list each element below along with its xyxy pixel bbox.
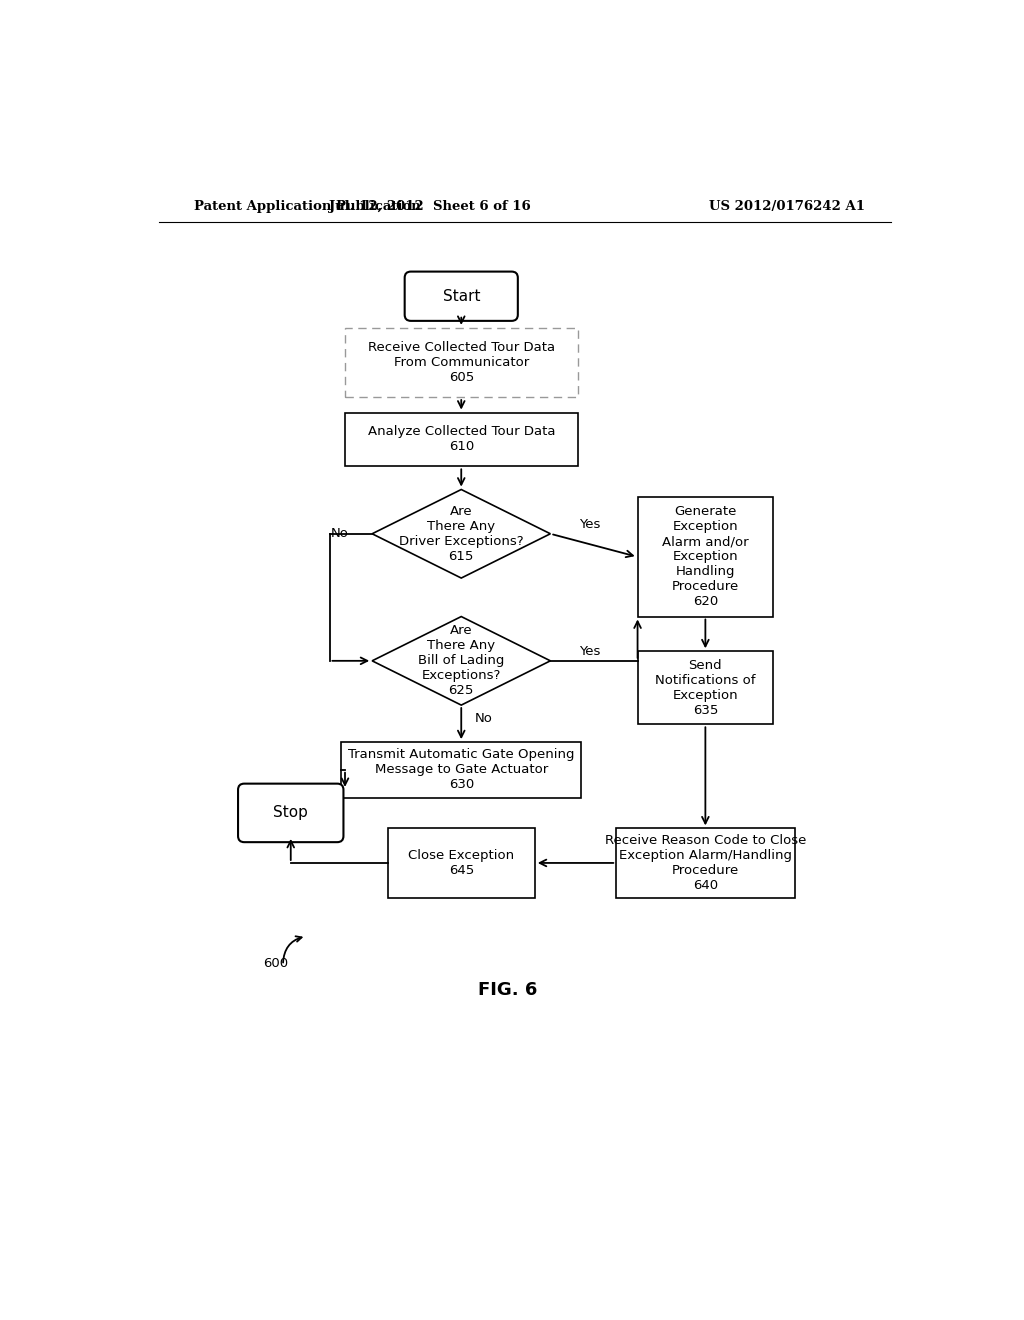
Text: 600: 600 <box>263 957 289 970</box>
Text: Generate
Exception
Alarm and/or
Exception
Handling
Procedure
620: Generate Exception Alarm and/or Exceptio… <box>663 506 749 609</box>
FancyBboxPatch shape <box>238 784 343 842</box>
Text: Start: Start <box>442 289 480 304</box>
Bar <box>388 829 535 898</box>
Text: Stop: Stop <box>273 805 308 821</box>
Text: Send
Notifications of
Exception
635: Send Notifications of Exception 635 <box>655 659 756 717</box>
Text: Receive Reason Code to Close
Exception Alarm/Handling
Procedure
640: Receive Reason Code to Close Exception A… <box>605 834 806 892</box>
Bar <box>341 742 582 797</box>
Text: Jul. 12, 2012  Sheet 6 of 16: Jul. 12, 2012 Sheet 6 of 16 <box>330 201 531 214</box>
Bar <box>638 651 773 725</box>
Polygon shape <box>372 490 550 578</box>
Text: Analyze Collected Tour Data
610: Analyze Collected Tour Data 610 <box>368 425 555 454</box>
Polygon shape <box>372 616 550 705</box>
Text: US 2012/0176242 A1: US 2012/0176242 A1 <box>710 201 865 214</box>
Text: Transmit Automatic Gate Opening
Message to Gate Actuator
630: Transmit Automatic Gate Opening Message … <box>348 748 574 791</box>
Text: Receive Collected Tour Data
From Communicator
605: Receive Collected Tour Data From Communi… <box>368 341 555 384</box>
Text: Yes: Yes <box>580 645 601 659</box>
Bar <box>345 413 578 466</box>
Text: Are
There Any
Bill of Lading
Exceptions?
625: Are There Any Bill of Lading Exceptions?… <box>418 624 505 697</box>
Bar <box>638 498 773 616</box>
Text: Yes: Yes <box>580 517 601 531</box>
Text: Patent Application Publication: Patent Application Publication <box>194 201 421 214</box>
Bar <box>616 829 795 898</box>
Text: FIG. 6: FIG. 6 <box>478 981 538 999</box>
Text: No: No <box>331 527 349 540</box>
Bar <box>345 327 578 397</box>
Text: No: No <box>475 713 494 726</box>
Text: Are
There Any
Driver Exceptions?
615: Are There Any Driver Exceptions? 615 <box>399 504 523 562</box>
Text: Close Exception
645: Close Exception 645 <box>409 849 514 876</box>
FancyBboxPatch shape <box>404 272 518 321</box>
